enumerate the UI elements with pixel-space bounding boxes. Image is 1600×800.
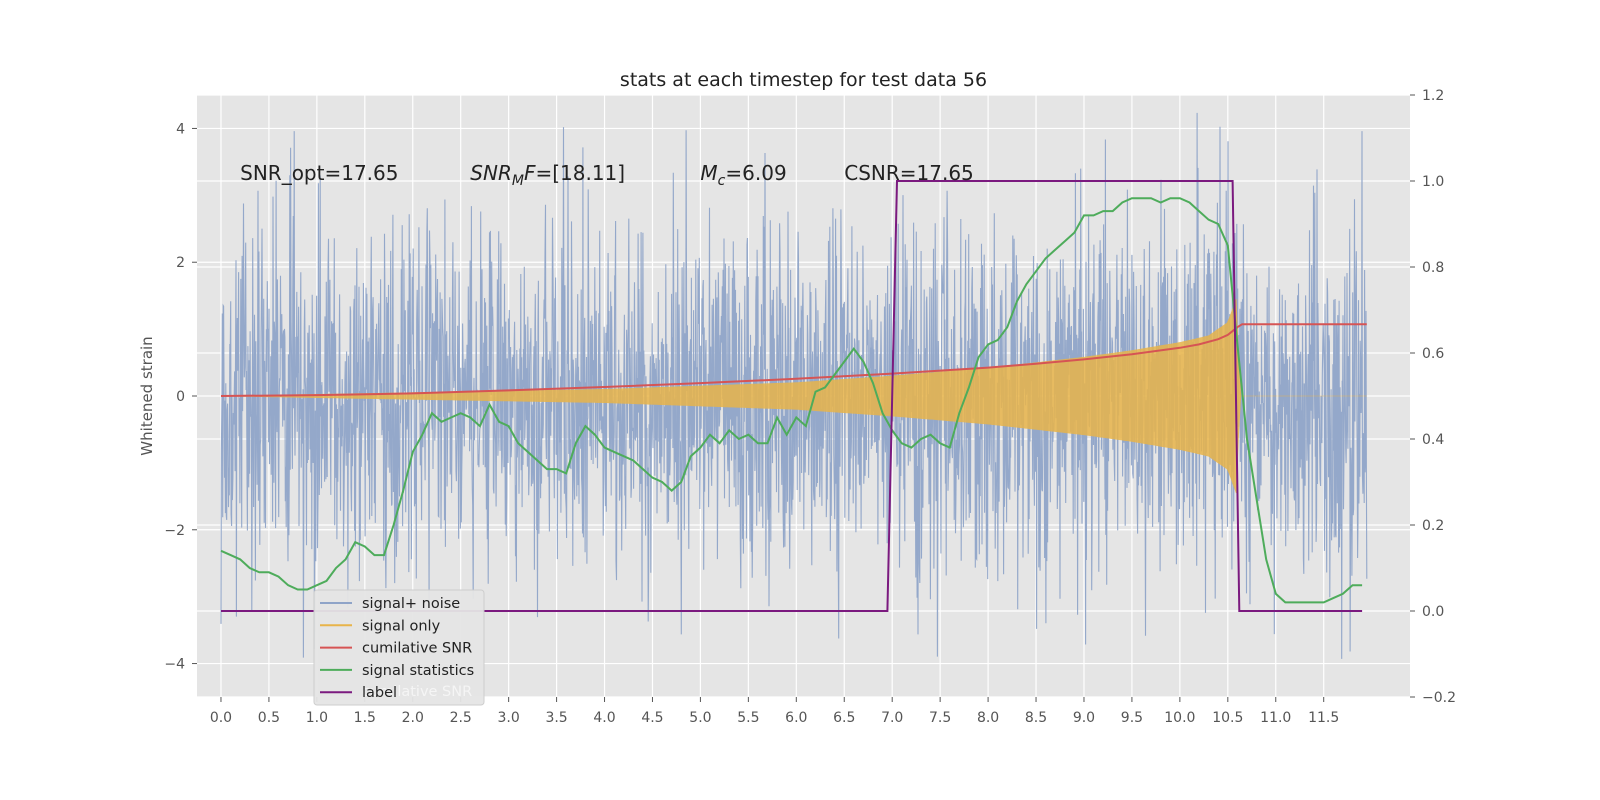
x-tick-label: 6.0	[785, 710, 807, 726]
signal-only-series	[221, 298, 1367, 494]
x-tick-label: 2.5	[450, 710, 472, 726]
y-left-tick-label: 4	[176, 121, 185, 137]
y-left-tick-label: −4	[164, 657, 185, 673]
legend-ghost-text: cumilative SNR	[362, 684, 472, 700]
y-right-tick-label: 0.8	[1422, 260, 1444, 276]
x-tick-label: 2.0	[402, 710, 424, 726]
label-line	[221, 180, 1363, 612]
axes: 0.0 0.5 1.0 1.5 2.0 2.5 3.0 3.5 4.0 4.5 5.0 5.5 6.0 6…	[164, 88, 1456, 726]
x-tick-label: 5.0	[689, 710, 711, 726]
x-tick-label: 7.0	[881, 710, 903, 726]
chart-title: stats at each timestep for test data 56	[620, 69, 987, 91]
legend-label: signal only	[362, 618, 441, 634]
x-tick-label: 6.5	[833, 710, 855, 726]
x-tick-label: 9.0	[1073, 710, 1095, 726]
y-left-tick-label: −2	[164, 523, 185, 539]
annotation-4: CSNR=17.65	[844, 161, 974, 185]
x-tick-label: 9.5	[1121, 710, 1143, 726]
x-tick-label: 5.5	[737, 710, 759, 726]
signal-statistics-line	[220, 197, 1363, 604]
legend-label: signal statistics	[362, 663, 474, 679]
x-tick-label: 11.5	[1308, 710, 1339, 726]
x-tick-label: 0.0	[210, 710, 232, 726]
signal-only-fill	[221, 298, 1367, 494]
legend-label: signal+ noise	[362, 596, 460, 612]
legend-label: cumilative SNR	[362, 641, 472, 657]
x-tick-label: 0.5	[258, 710, 280, 726]
cumilative-snr-line	[220, 323, 1367, 397]
x-tick-label: 3.5	[545, 710, 567, 726]
y-left-tick-label: 2	[176, 255, 185, 271]
y-right-tick-label: 0.6	[1422, 346, 1444, 362]
x-tick-label: 8.0	[977, 710, 999, 726]
x-tick-label: 11.0	[1260, 710, 1291, 726]
x-tick-label: 10.5	[1212, 710, 1243, 726]
x-tick-label: 10.0	[1164, 710, 1195, 726]
y-right-tick-label: 1.0	[1422, 174, 1444, 190]
annotations: SNR_opt=17.65 SNRMF=[18.11] Mc=6.09 CSNR=17…	[240, 161, 974, 189]
x-tick-label: 1.0	[306, 710, 328, 726]
legend-label: label	[362, 685, 397, 701]
x-tick-label: 1.5	[354, 710, 376, 726]
x-tick-label: 3.0	[498, 710, 520, 726]
x-tick-label: 8.5	[1025, 710, 1047, 726]
x-tick-label: 4.5	[641, 710, 663, 726]
y-right-tick-label: 1.2	[1422, 88, 1444, 104]
annotation-3: Mc=6.09	[700, 161, 786, 189]
x-tick-label: 4.0	[593, 710, 615, 726]
annotation-1: SNR_opt=17.65	[240, 161, 398, 185]
y-axis-label-left: Whitened strain	[138, 336, 156, 455]
annotation-2: SNRMF=[18.11]	[470, 161, 625, 189]
y-right-tick-label: 0.0	[1422, 604, 1444, 620]
x-tick-label: 7.5	[929, 710, 951, 726]
legend-box	[313, 589, 485, 706]
line-series	[220, 180, 1367, 612]
y-right-tick-label: 0.4	[1422, 432, 1444, 448]
y-right-tick-label: 0.2	[1422, 518, 1444, 534]
y-right-tick-label: −0.2	[1422, 690, 1456, 706]
y-left-tick-label: 0	[176, 389, 185, 405]
legend: cumilative SNR signal+ noise signal only cu…	[313, 589, 485, 706]
